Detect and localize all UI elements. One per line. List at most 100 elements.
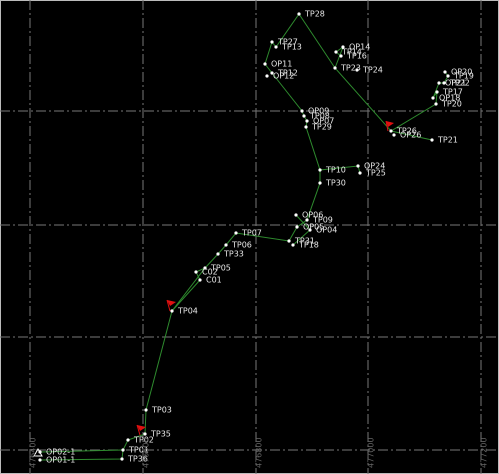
station-label: TP31 [294, 237, 315, 246]
station-label: OP06 [302, 211, 323, 220]
station-point [318, 181, 322, 185]
station-point [265, 74, 269, 78]
station-point [435, 90, 439, 94]
station-point [234, 231, 238, 235]
station-point [443, 70, 447, 74]
station-label: TP16 [346, 52, 367, 61]
station-label: TP29 [311, 123, 332, 132]
station-point [318, 168, 322, 172]
station-label: TP21 [437, 136, 458, 145]
route-line [39, 449, 124, 453]
station-label: TP23 [340, 64, 361, 73]
station-point [274, 45, 278, 49]
station-point [434, 102, 438, 106]
station-point [356, 164, 360, 168]
station-label: TP10 [325, 166, 346, 175]
station-label: OP12 [273, 72, 294, 81]
station-point [270, 40, 274, 44]
station-point [304, 125, 308, 129]
flag-pole [136, 424, 141, 436]
station-point [300, 109, 304, 113]
station-label: TP07 [241, 229, 262, 238]
grid-label: 477200 [480, 437, 489, 468]
station-point [358, 171, 362, 175]
station-point [224, 243, 228, 247]
station-label: TP18 [298, 241, 319, 250]
route-line [334, 45, 345, 69]
station-point [305, 119, 309, 123]
station-point [392, 133, 396, 137]
station-label: TP13 [281, 43, 302, 52]
grid-label: 477000 [367, 437, 376, 468]
station-label: TP30 [325, 179, 346, 188]
station-point [216, 252, 220, 256]
station-label: OP01-1 [46, 456, 75, 465]
station-point [38, 458, 42, 462]
grid-label: 476800 [255, 437, 264, 468]
station-point [121, 448, 125, 452]
station-point [144, 408, 148, 412]
station-label: TP14 [341, 48, 362, 57]
station-label: OP07 [313, 117, 334, 126]
station-point [198, 278, 202, 282]
station-label: TP20 [441, 100, 462, 109]
station-point [203, 266, 207, 270]
flag-pole [385, 120, 389, 132]
station-point [334, 50, 338, 54]
station-point [430, 138, 434, 142]
station-label: TP12 [277, 69, 298, 78]
station-label: TP03 [151, 406, 172, 415]
control-marker [33, 447, 43, 457]
station-label: OP20 [451, 68, 472, 77]
flag [386, 121, 394, 127]
station-point [446, 74, 450, 78]
station-point [431, 96, 435, 100]
station-label: TP05 [210, 264, 231, 273]
station-point [270, 71, 274, 75]
station-label: TP06 [231, 241, 252, 250]
flag [137, 425, 146, 431]
station-point [305, 218, 309, 222]
station-label: OP11 [271, 60, 292, 69]
flag-pole [166, 299, 171, 312]
station-point [295, 225, 299, 229]
station-label: TP04 [177, 307, 198, 316]
station-point [389, 129, 393, 133]
station-label: TP33 [223, 250, 244, 259]
route-line [390, 130, 433, 141]
station-label: TP35 [150, 430, 171, 439]
station-label: TP08 [309, 112, 330, 121]
station-label: TP28 [304, 10, 325, 19]
station-label: OP18 [439, 94, 460, 103]
station-label: C02 [202, 268, 218, 277]
station-point [120, 457, 124, 461]
station-point [294, 213, 298, 217]
route-line [39, 13, 449, 461]
station-label: TP26 [396, 127, 417, 136]
station-label: TP36 [127, 455, 148, 464]
station-point [287, 239, 291, 243]
station-label: TP01 [128, 446, 149, 455]
station-point [333, 66, 337, 70]
station-point [339, 54, 343, 58]
station-label: TP02 [133, 436, 154, 445]
station-label: OP14 [349, 43, 370, 52]
station-label: OP21 [445, 79, 466, 88]
station-label: C01 [206, 276, 222, 285]
station-point [170, 309, 174, 313]
station-point [291, 243, 295, 247]
station-point [442, 81, 446, 85]
station-label: TP24 [362, 66, 383, 75]
station-label: TP09 [312, 216, 333, 225]
grid-label: 476600 [142, 437, 151, 468]
station-point [263, 62, 267, 66]
route-line [171, 267, 206, 312]
station-point [194, 270, 198, 274]
station-point [437, 81, 441, 85]
station-point [143, 432, 147, 436]
station-label: OP09 [308, 107, 329, 116]
station-point [126, 438, 130, 442]
